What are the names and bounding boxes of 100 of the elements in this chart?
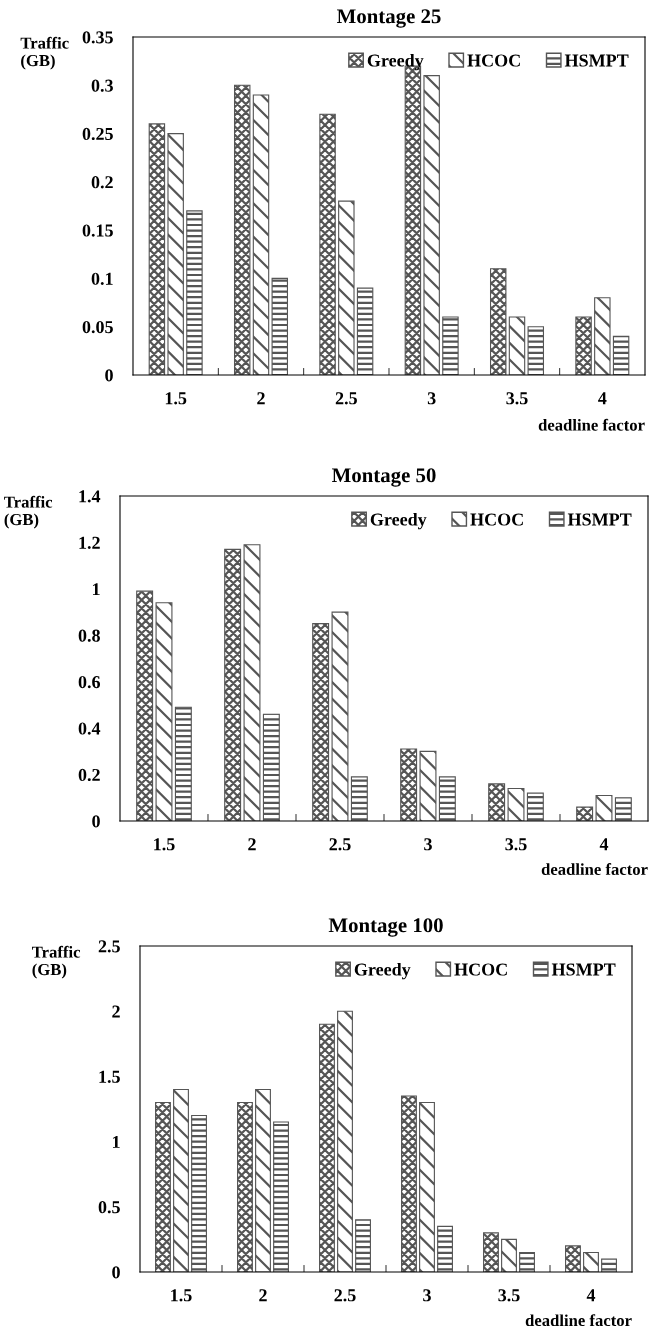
bar <box>191 1114 207 1272</box>
x-tick-label: 1.5 <box>154 838 175 851</box>
chart-title: Montage 25 <box>336 9 441 28</box>
legend-label: Greedy <box>354 962 411 980</box>
bar <box>583 1251 599 1272</box>
y-tick-label: 0.3 <box>91 79 113 92</box>
y-tick-label: 0 <box>105 369 113 382</box>
bar <box>174 706 192 821</box>
y-tick-label: 0 <box>92 815 100 828</box>
legend-label: HSMPT <box>551 963 616 976</box>
x-tick-label: 2 <box>259 1289 267 1302</box>
bar <box>614 797 632 821</box>
x-tick-label: 3 <box>424 838 432 851</box>
x-tick-label: 2 <box>248 838 256 851</box>
legend-label: HCOC <box>467 54 520 67</box>
bar <box>155 602 173 821</box>
bar <box>186 210 203 375</box>
x-tick-label: 4 <box>598 392 607 405</box>
bar <box>442 316 459 375</box>
y-tick-label: 1 <box>112 1135 120 1148</box>
bar <box>438 776 456 821</box>
bar <box>224 548 242 821</box>
bar <box>437 1225 453 1272</box>
bar <box>233 84 251 375</box>
bar <box>575 316 592 375</box>
legend-label: HSMPT <box>567 513 632 526</box>
x-tick-label: 1.5 <box>171 1289 192 1302</box>
bar <box>173 1088 189 1272</box>
bar <box>595 794 613 821</box>
x-tick-label: 3.5 <box>506 392 528 405</box>
bar <box>312 623 330 821</box>
bar <box>527 326 545 375</box>
y-tick-label: 0.1 <box>91 272 113 285</box>
bar <box>601 1258 617 1272</box>
x-axis-title: deadline factor <box>538 418 645 431</box>
x-tick-label: 2.5 <box>334 1289 356 1302</box>
bar <box>273 1121 289 1272</box>
x-tick-label: 3.5 <box>505 838 527 851</box>
y-tick-label: 2.5 <box>98 940 120 953</box>
y-tick-label: 1.2 <box>79 536 100 549</box>
bar <box>167 133 184 375</box>
bar <box>356 287 374 375</box>
bar <box>576 806 594 821</box>
bar <box>271 277 289 375</box>
chart-title: Montage 100 <box>328 918 443 937</box>
chart-title: Montage 50 <box>331 468 436 487</box>
x-tick-label: 2.5 <box>329 838 351 851</box>
x-tick-label: 3 <box>423 1289 431 1302</box>
x-tick-label: 3.5 <box>498 1289 520 1302</box>
y-tick-label: 0 <box>112 1266 120 1279</box>
bar <box>507 787 525 821</box>
y-axis-title: Traffic (GB) <box>4 495 53 529</box>
bar <box>401 1095 417 1272</box>
bar <box>319 1023 335 1272</box>
bar <box>423 75 440 375</box>
bar <box>237 1101 253 1272</box>
x-axis-title: deadline factor <box>525 1314 632 1327</box>
bar <box>252 94 270 375</box>
bar <box>262 713 280 821</box>
y-tick-label: 0.35 <box>82 31 113 44</box>
bar <box>526 792 544 821</box>
x-tick-label: 3 <box>427 392 436 405</box>
y-tick-label: 0.8 <box>78 629 100 642</box>
y-tick-label: 0.4 <box>78 722 101 735</box>
x-tick-label: 4 <box>599 838 609 851</box>
bar <box>136 590 154 821</box>
x-tick-label: 1.5 <box>165 392 187 405</box>
y-tick-label: 0.05 <box>82 320 113 334</box>
bar <box>355 1219 371 1272</box>
bar <box>148 123 166 375</box>
bar <box>155 1101 171 1272</box>
y-tick-label: 0.2 <box>91 176 113 189</box>
y-tick-label: 2 <box>112 1005 120 1018</box>
bar <box>419 1101 435 1272</box>
bar <box>594 297 611 375</box>
y-tick-label: 1.5 <box>99 1070 120 1083</box>
legend-label: Greedy <box>370 512 427 530</box>
bar <box>319 113 336 375</box>
y-tick-label: 0.15 <box>82 224 113 237</box>
bar <box>508 316 526 375</box>
x-tick-label: 4 <box>586 1289 596 1302</box>
y-axis-title: Traffic (GB) <box>32 945 81 979</box>
y-tick-label: 1 <box>92 583 100 596</box>
x-axis-title: deadline factor <box>541 863 648 875</box>
bar <box>612 335 630 375</box>
bar <box>489 268 507 375</box>
bar <box>483 1232 499 1272</box>
bar <box>331 611 349 821</box>
legend-label: HSMPT <box>564 54 629 67</box>
legend-label: HCOC <box>470 513 523 526</box>
bar <box>400 748 418 821</box>
bar <box>338 200 355 375</box>
y-tick-label: 0.6 <box>78 675 101 689</box>
bar <box>337 1010 353 1272</box>
y-axis-title: Traffic (GB) <box>20 36 69 70</box>
bar <box>565 1245 581 1272</box>
bar <box>350 776 368 821</box>
x-tick-label: 2 <box>257 392 265 405</box>
y-tick-label: 1.4 <box>79 490 101 503</box>
bar <box>488 783 506 821</box>
